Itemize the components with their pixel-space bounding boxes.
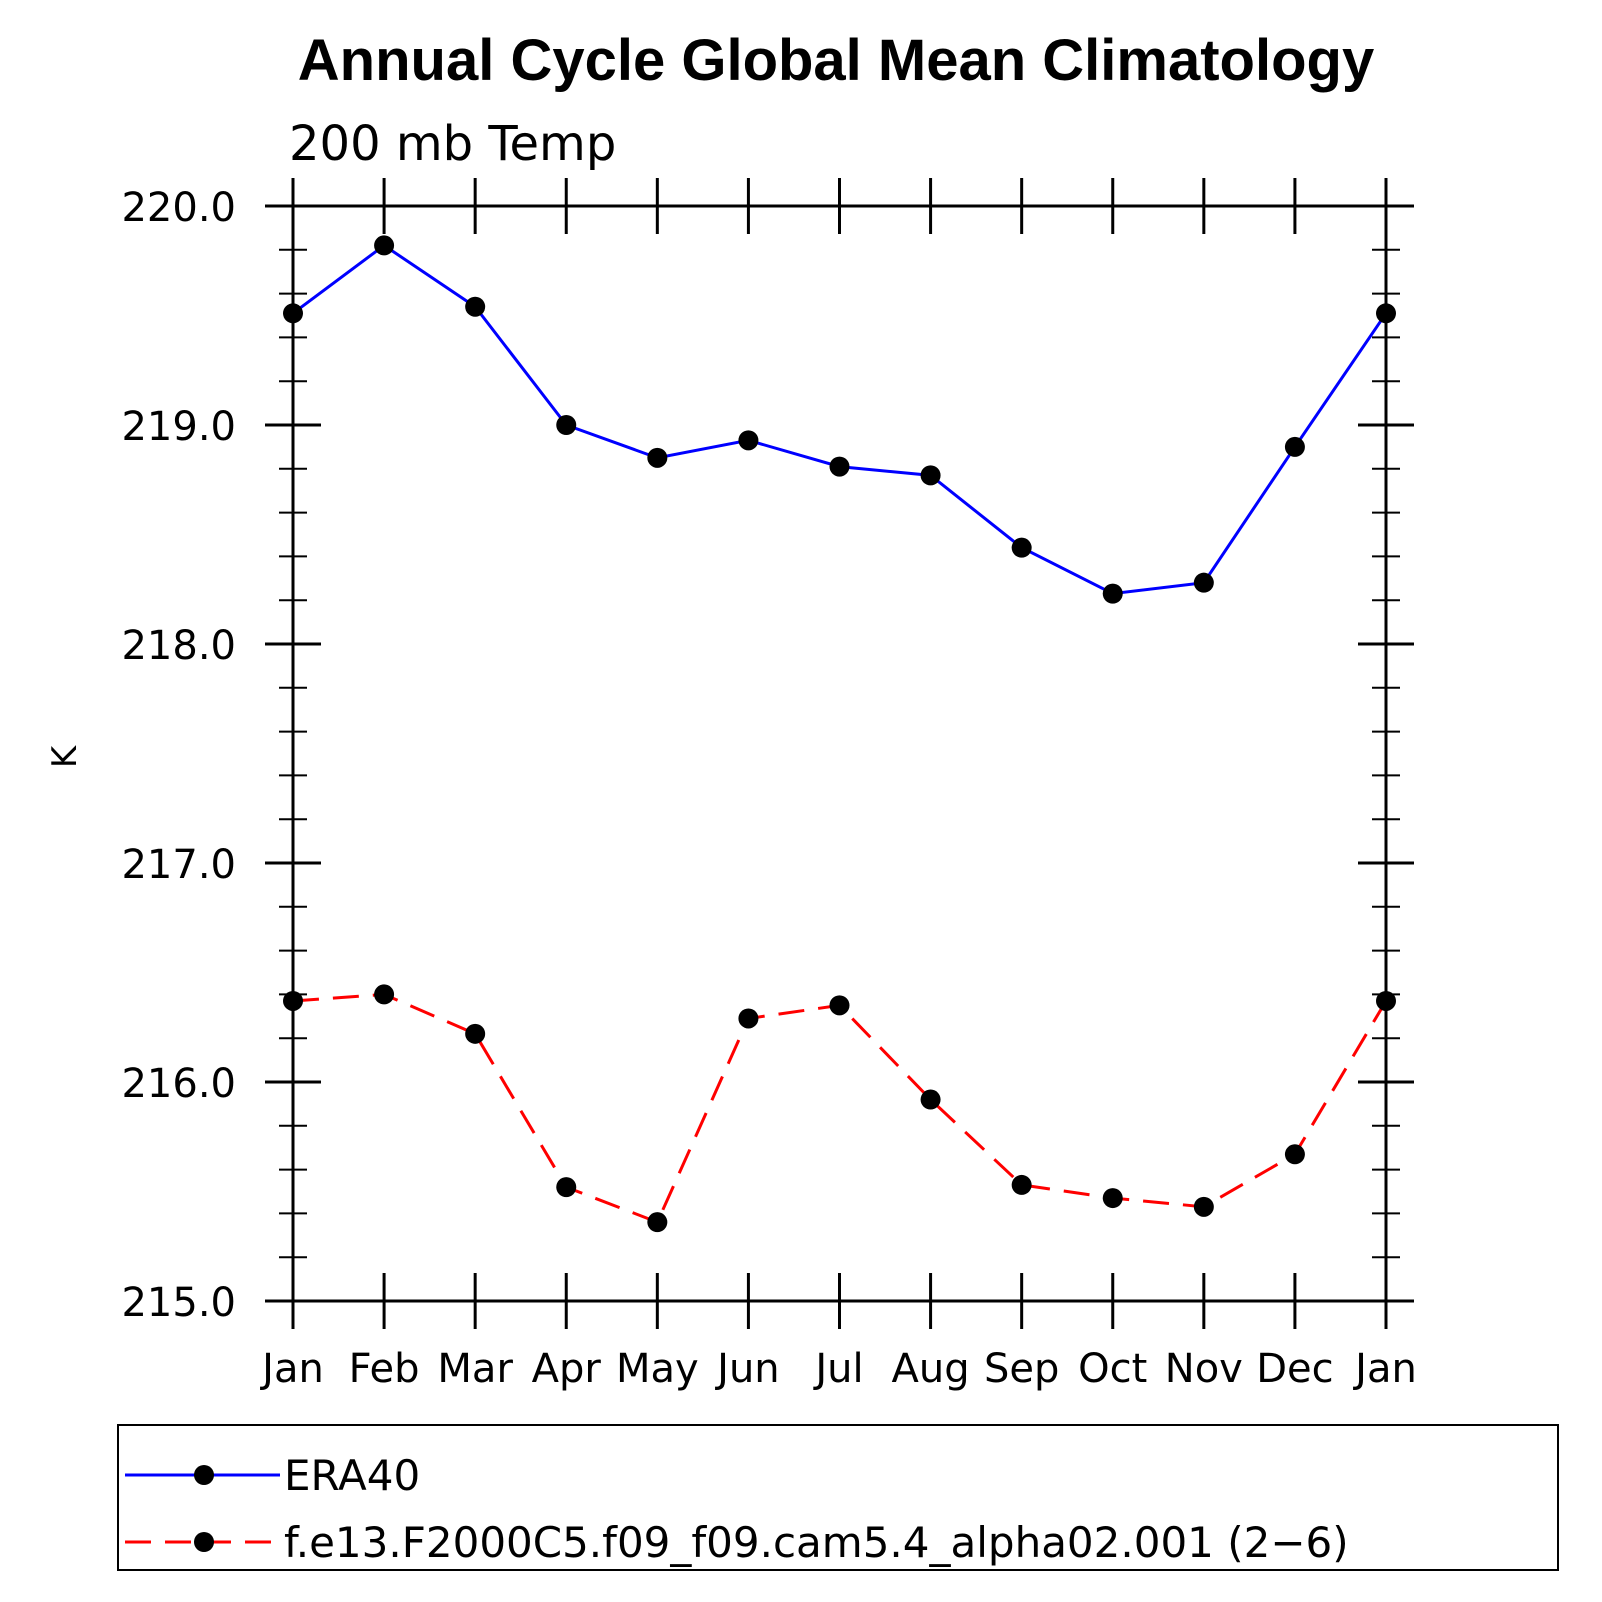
legend-box xyxy=(117,1424,1559,1571)
data-point xyxy=(738,430,759,451)
data-series xyxy=(283,235,1396,1233)
data-point xyxy=(829,456,850,477)
x-tick-label: Aug xyxy=(892,1346,970,1392)
y-tick-label: 218.0 xyxy=(121,623,236,669)
legend-marker-1 xyxy=(194,1532,214,1552)
data-point xyxy=(374,984,395,1005)
x-tick-label: Mar xyxy=(437,1346,513,1392)
data-point xyxy=(1102,583,1123,604)
series-line-0 xyxy=(292,243,1388,596)
y-tick-label: 215.0 xyxy=(121,1280,236,1326)
y-axis-label: K xyxy=(45,744,85,768)
data-point xyxy=(1102,1188,1123,1209)
data-point xyxy=(1376,303,1396,324)
x-tick-label: Feb xyxy=(349,1346,420,1392)
x-tick-label: May xyxy=(616,1346,699,1392)
data-point xyxy=(465,296,486,317)
plot-frame xyxy=(291,204,1388,1303)
data-point xyxy=(556,1177,577,1198)
x-tick-labels: Jan Feb Mar Apr May Jun Jul Aug Sep Oct Nov Dec Jan xyxy=(259,1346,1417,1392)
data-point xyxy=(920,1089,941,1110)
x-tick-label: Jul xyxy=(812,1346,863,1392)
y-tick-labels: 215.0 216.0 217.0 218.0 219.0 220.0 xyxy=(121,185,236,1326)
x-tick-label: Sep xyxy=(984,1346,1059,1392)
x-tick-label: Jan xyxy=(1352,1346,1417,1392)
x-tick-label: Jun xyxy=(714,1346,780,1392)
y-tick-label: 216.0 xyxy=(121,1061,236,1107)
data-point xyxy=(738,1008,759,1029)
data-point xyxy=(283,990,303,1011)
data-point xyxy=(374,235,395,256)
data-point xyxy=(647,447,668,468)
chart-subtitle: 200 mb Temp xyxy=(289,116,616,172)
data-point xyxy=(1193,1196,1214,1217)
axis-ticks xyxy=(265,178,1414,1329)
data-point xyxy=(1193,572,1214,593)
data-point xyxy=(1284,436,1305,457)
y-tick-label: 217.0 xyxy=(121,842,236,888)
x-tick-label: Apr xyxy=(532,1346,602,1392)
y-tick-label: 220.0 xyxy=(121,185,236,231)
data-point xyxy=(1376,990,1396,1011)
x-tick-label: Jan xyxy=(259,1346,324,1392)
series-line-1 xyxy=(292,992,1388,1225)
data-point xyxy=(283,303,303,324)
data-point xyxy=(556,415,577,435)
legend-label-1: f.e13.F2000C5.f09_f09.cam5.4_alpha02.001… xyxy=(284,1518,1349,1567)
data-point xyxy=(1011,1174,1032,1195)
x-tick-label: Oct xyxy=(1078,1346,1147,1392)
data-point xyxy=(829,995,850,1016)
data-point xyxy=(1284,1144,1305,1165)
x-tick-label: Dec xyxy=(1256,1346,1333,1392)
data-point xyxy=(920,465,941,486)
legend-label-0: ERA40 xyxy=(284,1451,420,1500)
data-point xyxy=(1011,537,1032,558)
data-point xyxy=(647,1212,668,1233)
legend-marker-0 xyxy=(194,1465,214,1485)
x-tick-label: Nov xyxy=(1165,1346,1243,1392)
y-tick-label: 219.0 xyxy=(121,404,236,450)
chart-title: Annual Cycle Global Mean Climatology xyxy=(298,28,1374,93)
data-point xyxy=(465,1023,486,1044)
legend: ERA40 f.e13.F2000C5.f09_f09.cam5.4_alpha0… xyxy=(125,1451,1349,1567)
